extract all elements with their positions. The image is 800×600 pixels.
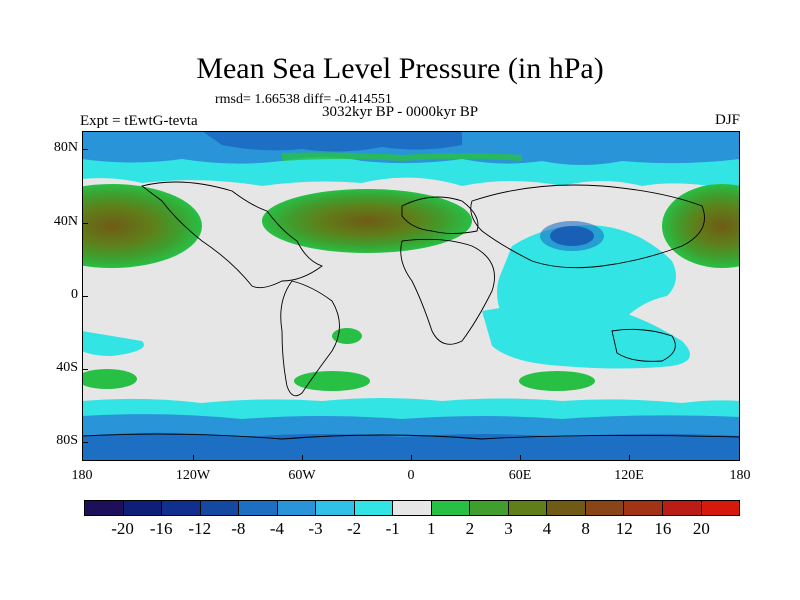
x-tick-mark [520, 455, 521, 461]
x-tick-label: 120W [175, 468, 211, 483]
x-tick-label: 60W [288, 468, 316, 483]
colorbar-label: 20 [692, 519, 710, 538]
colorbar-box [162, 501, 201, 515]
colorbar-label: -4 [269, 519, 285, 538]
y-tick-mark [82, 223, 88, 224]
colorbar-label: -20 [111, 519, 134, 538]
colorbar-box [85, 501, 124, 515]
colorbar-label: -1 [385, 519, 400, 538]
south-pacific-green-left [82, 369, 137, 389]
colorbar-box [200, 501, 240, 515]
plot-title: Mean Sea Level Pressure (in hPa) [196, 52, 604, 85]
antarctic-deep-blue [82, 432, 740, 461]
colorbar-label: -2 [347, 519, 362, 538]
y-tick-mark [82, 442, 88, 443]
x-tick-label: 120E [614, 468, 644, 483]
arctic-deep-blue [202, 131, 462, 152]
x-tick-mark [193, 455, 194, 461]
colorbar-label: 8 [581, 519, 590, 538]
subtitle: 3032kyr BP - 0000kyr BP [321, 104, 479, 120]
y-tick-label: 40S [56, 360, 78, 375]
colorbar-label: 4 [542, 519, 552, 538]
experiment-label: Expt = tEwtG-tevta [80, 113, 198, 129]
season-label: DJF [714, 112, 740, 128]
colorbar-label: 2 [465, 519, 475, 538]
indian-ocean-cyan [482, 304, 690, 369]
colorbar-box [123, 501, 163, 515]
colorbar-box [277, 501, 317, 515]
y-tick-mark [82, 296, 88, 297]
colorbar-box [585, 501, 625, 515]
colorbar-label: 1 [427, 519, 436, 538]
x-tick-label: 60E [508, 468, 532, 483]
x-tick-mark [411, 455, 412, 461]
pacific-cyan-left [82, 331, 144, 356]
y-tick-label: 80N [53, 140, 78, 155]
pressure-map [82, 131, 740, 461]
colorbar-box [470, 501, 509, 515]
colorbar-box [508, 501, 548, 515]
y-tick-mark [82, 369, 88, 370]
indian-ocean-green [519, 371, 595, 391]
colorbar-label: 12 [615, 519, 633, 538]
coastlines [82, 181, 740, 440]
colorbar-label: 3 [504, 519, 513, 538]
colorbar-box [354, 501, 394, 515]
colorbar-box [662, 501, 702, 515]
arctic-green-strip [282, 152, 522, 161]
colorbar-box [547, 501, 586, 515]
tibet-blue-outer [540, 221, 604, 251]
x-tick-label: 180 [729, 468, 751, 483]
stats-label: rmsd= 1.66538 diff= -0.414551 [215, 92, 392, 107]
y-tick-label: 0 [71, 287, 78, 302]
x-tick-label: 0 [407, 468, 415, 483]
pacific-high-right [662, 184, 740, 268]
colorbar-box [431, 501, 471, 515]
colorbar-label: 16 [654, 519, 672, 538]
colorbar-label: -3 [308, 519, 323, 538]
x-tick-mark [302, 455, 303, 461]
y-tick-mark [82, 149, 88, 150]
y-tick-label: 80S [56, 433, 78, 448]
colorbar [84, 500, 740, 516]
south-atlantic-green-band [294, 371, 370, 391]
atlantic-high [262, 189, 472, 253]
y-tick-label: 40N [53, 214, 78, 229]
colorbar-box [393, 501, 432, 515]
colorbar-box [701, 501, 740, 515]
colorbar-box [316, 501, 355, 515]
colorbar-label: -16 [149, 519, 173, 538]
colorbar-box [239, 501, 278, 515]
colorbar-label: -8 [231, 519, 246, 538]
x-tick-label: 180 [71, 468, 93, 483]
pacific-high-left [82, 184, 202, 268]
colorbar-label: -12 [188, 519, 212, 538]
colorbar-box [624, 501, 663, 515]
x-tick-mark [629, 455, 630, 461]
